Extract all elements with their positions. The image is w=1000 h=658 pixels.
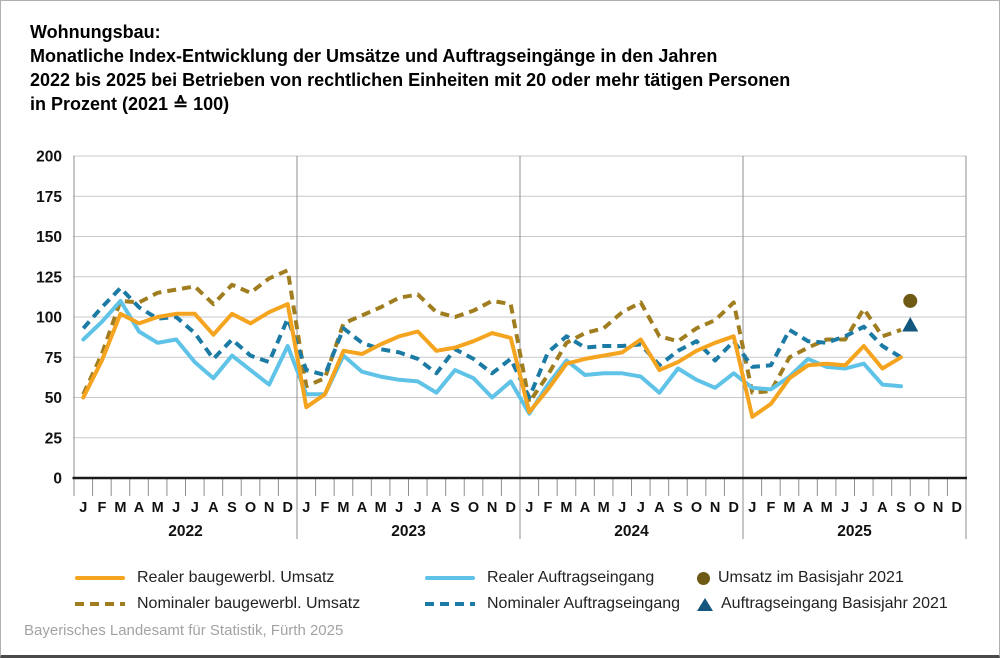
series-line-1 (81, 302, 903, 419)
y-axis-tick-label: 200 (36, 149, 62, 166)
month-label: J (191, 500, 199, 516)
triangle-marker-icon (697, 597, 713, 611)
legend-item-nominaler-auftragseingang: Nominaler Auftragseingang (425, 595, 681, 612)
legend-label: Auftragseingang Basisjahr 2021 (721, 595, 948, 612)
month-label: S (227, 500, 237, 516)
y-axis-tick-label: 0 (53, 471, 62, 488)
month-label: J (395, 500, 403, 516)
basisjahr-auftragseingang-triangle (902, 317, 919, 332)
month-label: M (783, 500, 795, 516)
title-line-4: in Prozent (2021 ≙ 100) (30, 94, 230, 114)
month-label: D (728, 500, 738, 516)
month-label: F (543, 500, 552, 516)
y-axis-tick-label: 125 (36, 269, 62, 286)
legend-item-realer-umsatz: Realer baugewerbl. Umsatz (75, 569, 335, 586)
month-label: J (414, 500, 422, 516)
series-line-2 (81, 268, 902, 405)
year-label: 2025 (837, 523, 872, 540)
month-label: J (748, 500, 756, 516)
legend-swatch-orange-line (75, 576, 125, 580)
month-label: J (637, 500, 645, 516)
basisjahr-umsatz-dot (903, 293, 918, 308)
month-label: O (468, 500, 479, 516)
month-label: N (487, 500, 497, 516)
month-label: M (821, 500, 833, 516)
month-label: A (654, 500, 665, 516)
month-label: F (97, 500, 106, 516)
month-label: S (896, 500, 906, 516)
month-label: A (134, 500, 145, 516)
series-line-3 (81, 298, 903, 416)
month-label: M (560, 500, 572, 516)
month-label: A (580, 500, 591, 516)
month-label: S (673, 500, 683, 516)
y-axis-tick-label: 150 (36, 229, 62, 246)
month-label: D (505, 500, 515, 516)
month-label: M (375, 500, 387, 516)
legend-swatch-lightblue-line (425, 576, 475, 580)
legend-item-realer-auftragseingang: Realer Auftragseingang (425, 569, 655, 586)
y-axis-tick-label: 25 (45, 430, 63, 447)
legend-item-umsatz-basisjahr: Umsatz im Basisjahr 2021 (697, 569, 904, 586)
month-label: J (172, 500, 180, 516)
source-attribution: Bayerisches Landesamt für Statistik, Für… (24, 622, 344, 639)
month-label: D (282, 500, 292, 516)
month-label: O (691, 500, 702, 516)
month-label: S (450, 500, 460, 516)
month-label: J (841, 500, 849, 516)
legend-swatch-brown-dashed-line (75, 602, 125, 606)
year-label: 2022 (168, 523, 202, 540)
y-axis-tick-label: 175 (36, 189, 62, 206)
legend-swatch-blue-dashed-line (425, 602, 475, 606)
legend-label: Nominaler baugewerbl. Umsatz (137, 595, 361, 612)
y-axis-tick-label: 50 (45, 390, 62, 407)
title-line-2: Monatliche Index-Entwicklung der Umsätze… (30, 46, 718, 66)
legend-item-auftragseingang-basisjahr: Auftragseingang Basisjahr 2021 (697, 595, 948, 612)
year-label: 2024 (614, 523, 649, 540)
month-label: J (525, 500, 533, 516)
legend-label: Nominaler Auftragseingang (487, 595, 681, 612)
month-label: N (264, 500, 274, 516)
legend-label: Realer baugewerbl. Umsatz (137, 569, 335, 586)
month-label: J (79, 500, 87, 516)
month-label: O (914, 500, 925, 516)
legend-label: Umsatz im Basisjahr 2021 (718, 569, 904, 586)
month-label: F (766, 500, 775, 516)
month-label: M (114, 500, 126, 516)
month-label: F (320, 500, 329, 516)
month-label: O (245, 500, 256, 516)
month-label: A (877, 500, 888, 516)
y-axis-tick-label: 100 (36, 310, 62, 327)
month-label: N (710, 500, 720, 516)
legend-label: Realer Auftragseingang (487, 569, 655, 586)
month-label: N (933, 500, 943, 516)
month-label: A (208, 500, 219, 516)
series-line-4 (81, 286, 903, 400)
month-label: J (302, 500, 310, 516)
month-label: M (337, 500, 349, 516)
legend-item-nominaler-umsatz: Nominaler baugewerbl. Umsatz (75, 595, 361, 612)
month-label: M (598, 500, 610, 516)
month-label: J (618, 500, 626, 516)
circle-marker-icon (697, 571, 710, 585)
month-label: A (803, 500, 814, 516)
chart-title: Wohnungsbau: Monatliche Index-Entwicklun… (30, 20, 790, 116)
title-line-1: Wohnungsbau: (30, 22, 161, 42)
year-label: 2023 (391, 523, 426, 540)
month-label: J (860, 500, 868, 516)
month-label: M (152, 500, 164, 516)
month-label: A (431, 500, 442, 516)
month-label: A (357, 500, 368, 516)
title-line-3: 2022 bis 2025 bei Betrieben von rechtlic… (30, 70, 791, 90)
y-axis-tick-label: 75 (45, 350, 63, 367)
month-label: D (951, 500, 961, 516)
